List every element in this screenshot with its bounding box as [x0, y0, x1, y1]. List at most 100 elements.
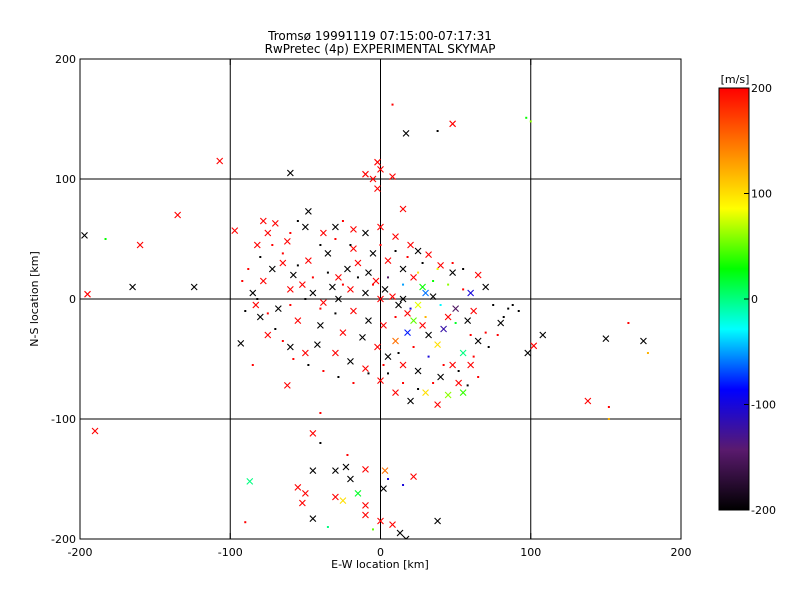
scatter-point-x: [301, 223, 309, 231]
scatter-point-x: [271, 220, 279, 227]
scatter-point-dot: [457, 370, 460, 372]
scatter-point-x: [434, 341, 441, 348]
scatter-point-dot: [436, 268, 439, 270]
scatter-point-x: [362, 229, 369, 237]
scatter-point-x: [474, 337, 482, 345]
scatter-point-x: [289, 271, 297, 279]
scatter-point-dot: [379, 244, 382, 246]
scatter-point-dot: [319, 307, 322, 310]
scatter-point-dot: [402, 283, 405, 286]
scatter-point-x: [392, 337, 399, 345]
scatter-point-x: [286, 286, 294, 293]
scatter-point-dot: [266, 312, 269, 315]
y-tick-label: -200: [51, 533, 76, 546]
scatter-point-x: [399, 205, 407, 213]
scatter-point-dot: [382, 364, 385, 366]
scatter-point-x: [347, 286, 354, 293]
scatter-point-x: [380, 322, 387, 329]
scatter-point-dot: [447, 283, 450, 286]
scatter-point-dot: [417, 388, 420, 390]
scatter-point-dot: [289, 304, 292, 306]
scatter-point-x: [286, 343, 294, 351]
scatter-point-x: [339, 497, 347, 504]
scatter-point-dot: [472, 355, 475, 358]
scatter-point-dot: [406, 256, 409, 258]
scatter-point-x: [452, 305, 460, 312]
scatter-point-x: [274, 305, 282, 312]
scatter-point-x: [455, 379, 463, 387]
scatter-point-x: [437, 262, 444, 269]
scatter-point-dot: [421, 262, 424, 264]
colorbar-unit-label: [m/s]: [721, 73, 750, 86]
scatter-point-x: [259, 217, 267, 225]
scatter-point-dot: [391, 103, 394, 106]
scatter-point-x: [129, 283, 136, 291]
scatter-point-x: [362, 365, 369, 372]
scatter-point-dot: [424, 316, 427, 318]
scatter-point-dot: [402, 382, 405, 384]
scatter-point-x: [377, 166, 384, 173]
scatter-point-x: [410, 317, 417, 324]
scatter-point-x: [249, 289, 257, 297]
scatter-point-dot: [466, 384, 469, 387]
scatter-point-x: [279, 259, 287, 267]
scatter-point-dot: [436, 130, 439, 132]
scatter-point-x: [584, 397, 592, 405]
scatter-point-x: [332, 467, 339, 474]
scatter-point-dot: [496, 334, 499, 336]
scatter-point-dot: [607, 406, 610, 408]
scatter-point-x: [407, 397, 414, 405]
scatter-point-dot: [492, 304, 495, 306]
colorbar-tick-label: 100: [751, 188, 772, 201]
scatter-point-dot: [646, 352, 649, 354]
scatter-point-x: [350, 307, 357, 315]
scatter-point-x: [317, 322, 324, 329]
scatter-point-x: [332, 493, 339, 501]
scatter-point-dot: [462, 268, 465, 270]
scatter-point-x: [414, 367, 422, 375]
scatter-point-x: [539, 331, 547, 339]
scatter-point-x: [419, 283, 426, 291]
scatter-point-x: [429, 293, 437, 300]
scatter-point-dot: [387, 372, 390, 375]
scatter-point-dot: [322, 370, 325, 372]
scatter-point-x: [396, 529, 404, 537]
scatter-point-dot: [337, 376, 340, 378]
scatter-point-dot: [462, 288, 465, 291]
scatter-point-x: [381, 286, 389, 293]
scatter-point-x: [389, 173, 396, 180]
scatter-points: [81, 103, 649, 539]
scatter-point-x: [350, 245, 357, 252]
scatter-point-x: [404, 329, 411, 336]
scatter-point-x: [414, 247, 422, 255]
scatter-point-x: [320, 229, 327, 237]
scatter-point-dot: [427, 355, 430, 358]
scatter-point-dot: [349, 244, 352, 246]
scatter-point-x: [309, 430, 317, 437]
scatter-point-x: [347, 475, 354, 483]
scatter-point-dot: [484, 331, 487, 334]
x-tick-label: 0: [377, 546, 384, 559]
scatter-point-x: [402, 535, 410, 539]
x-tick-label: -100: [218, 546, 243, 559]
scatter-point-x: [84, 290, 91, 298]
scatter-point-dot: [511, 304, 514, 306]
scatter-point-x: [449, 361, 457, 369]
scatter-point-dot: [627, 322, 630, 324]
scatter-point-dot: [241, 280, 244, 282]
scatter-point-x: [419, 322, 426, 329]
scatter-point-x: [444, 391, 452, 399]
scatter-point-x: [81, 232, 88, 239]
scatter-point-dot: [319, 412, 322, 414]
scatter-point-dot: [326, 526, 329, 528]
scatter-point-dot: [341, 283, 344, 286]
scatter-point-dot: [307, 364, 310, 366]
scatter-point-x: [524, 349, 532, 357]
scatter-point-x: [332, 349, 339, 357]
scatter-point-dot: [296, 220, 299, 222]
scatter-point-x: [298, 499, 306, 507]
scatter-point-dot: [346, 454, 349, 456]
scatter-point-dot: [304, 298, 307, 300]
scatter-point-x: [359, 334, 366, 341]
